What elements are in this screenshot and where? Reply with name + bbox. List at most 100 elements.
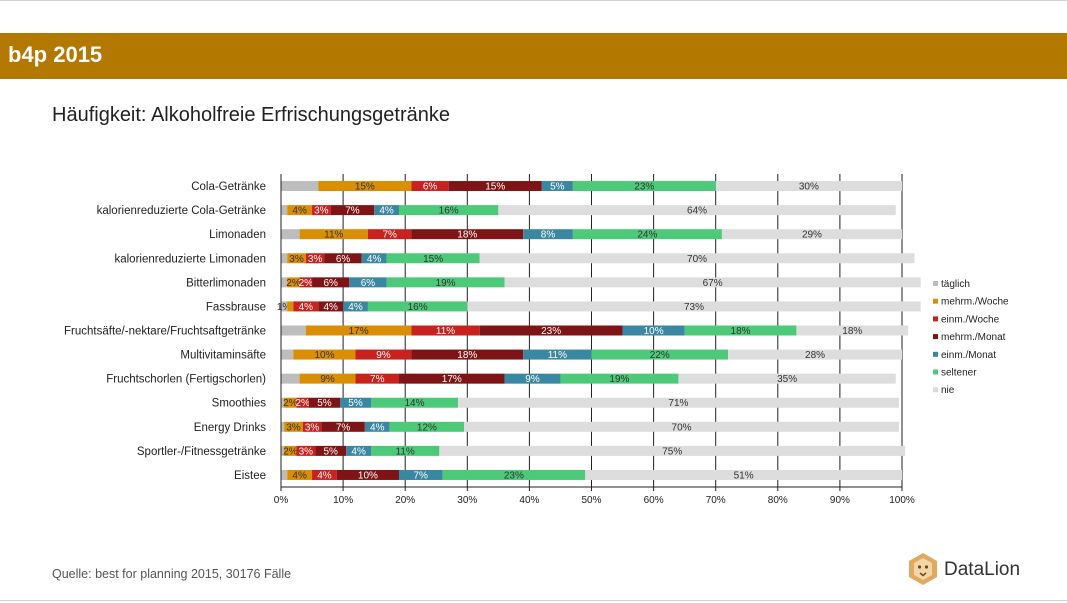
bar-segment (281, 181, 319, 192)
data-label: 23% (541, 326, 561, 337)
bar-segment (721, 229, 902, 240)
data-label: 14% (405, 398, 425, 409)
legend-label: mehrm./Monat (941, 332, 1006, 343)
bar-segment (448, 181, 542, 192)
data-label: 73% (684, 302, 704, 313)
bar-segment (281, 301, 288, 312)
bar-segment (479, 253, 915, 264)
header-title: b4p 2015 (8, 42, 103, 67)
bar-segment (622, 325, 685, 336)
bar-segment (355, 373, 399, 384)
data-label: 29% (802, 230, 822, 241)
bar-segment (308, 397, 340, 408)
data-label: 10% (314, 350, 334, 361)
bar-segment (364, 421, 390, 432)
data-label: 9% (376, 350, 391, 361)
data-label: 71% (668, 398, 688, 409)
data-label: 28% (805, 350, 825, 361)
data-label: 23% (504, 470, 524, 481)
data-label: 7% (382, 230, 397, 241)
bar-segment (287, 469, 313, 480)
category-label: Fruchtschorlen (Fertigschorlen) (106, 374, 266, 386)
legend-swatch (933, 351, 938, 357)
bar-segment (299, 277, 313, 288)
data-label: 17% (349, 326, 369, 337)
data-label: 18% (731, 326, 751, 337)
bar-segment (411, 349, 524, 360)
x-tick-label: 80% (768, 495, 788, 506)
bar-segment (281, 325, 306, 336)
bar-segment (498, 205, 896, 216)
data-label: 5% (317, 398, 332, 409)
bar-segment (339, 397, 372, 408)
data-label: 4% (292, 206, 307, 217)
bar-segment (324, 253, 362, 264)
bar-segment (287, 301, 294, 312)
logo-text: DataLion (944, 559, 1021, 580)
bar-segment (281, 421, 285, 432)
bar-segment (479, 325, 623, 336)
data-label: 3% (289, 254, 304, 265)
legend-label: einm./Woche (941, 314, 1000, 325)
data-label: 8% (541, 230, 556, 241)
data-label: 4% (317, 470, 332, 481)
data-label: 4% (379, 206, 394, 217)
legend-label: nie (941, 385, 955, 396)
bar-segment (305, 253, 325, 264)
bar-segment (330, 205, 375, 216)
bar-segment (284, 421, 303, 432)
bar-segment (284, 397, 297, 408)
data-label: 16% (408, 302, 428, 313)
bar-segment (318, 181, 412, 192)
bar-segment (318, 301, 344, 312)
data-label: 18% (457, 230, 477, 241)
bar-segment (287, 277, 300, 288)
bar-segment (374, 205, 399, 216)
bar-segment (389, 421, 465, 432)
data-label: 18% (842, 326, 862, 337)
x-tick-label: 20% (395, 495, 415, 506)
bar-segment (523, 229, 573, 240)
category-label: Bitterlimonaden (186, 277, 266, 289)
data-label: 4% (299, 302, 314, 313)
bar-segment (411, 325, 480, 336)
data-label: 7% (370, 374, 385, 385)
data-label: 10% (644, 326, 664, 337)
bar-segment (367, 301, 468, 312)
data-label: 10% (358, 470, 378, 481)
data-label: 2% (283, 398, 298, 409)
data-label: 11% (324, 230, 343, 241)
data-label: 4% (348, 302, 363, 313)
bar-segment (287, 205, 313, 216)
source-note: Quelle: best for planning 2015, 30176 Fä… (52, 567, 292, 581)
bar-segment (281, 229, 300, 240)
x-tick-label: 70% (706, 495, 726, 506)
bar-segment (281, 397, 285, 408)
data-label: 4% (370, 422, 385, 433)
bar-segment (572, 229, 722, 240)
bar-segment (386, 253, 480, 264)
legend-label: täglich (941, 279, 970, 290)
legend-swatch (933, 298, 938, 304)
bar-segment (284, 445, 297, 456)
data-label: 4% (367, 254, 382, 265)
category-label: Eistee (234, 470, 266, 482)
data-label: 11% (436, 326, 455, 337)
data-label: 7% (345, 206, 360, 217)
legend-label: einm./Monat (941, 350, 996, 361)
category-label: kalorienreduzierte Limonaden (114, 253, 266, 265)
bar-segment (312, 469, 337, 480)
bar-segment (464, 421, 899, 432)
bar-segment (343, 301, 368, 312)
category-label: Cola-Getränke (191, 181, 266, 193)
data-label: 51% (734, 470, 754, 481)
data-label: 5% (348, 398, 363, 409)
data-label: 9% (320, 374, 335, 385)
bar-segment (281, 349, 294, 360)
bar-segment (361, 253, 387, 264)
bar-segment (560, 373, 679, 384)
x-tick-label: 60% (644, 495, 664, 506)
bar-segment (411, 181, 449, 192)
bar-segment (398, 205, 499, 216)
